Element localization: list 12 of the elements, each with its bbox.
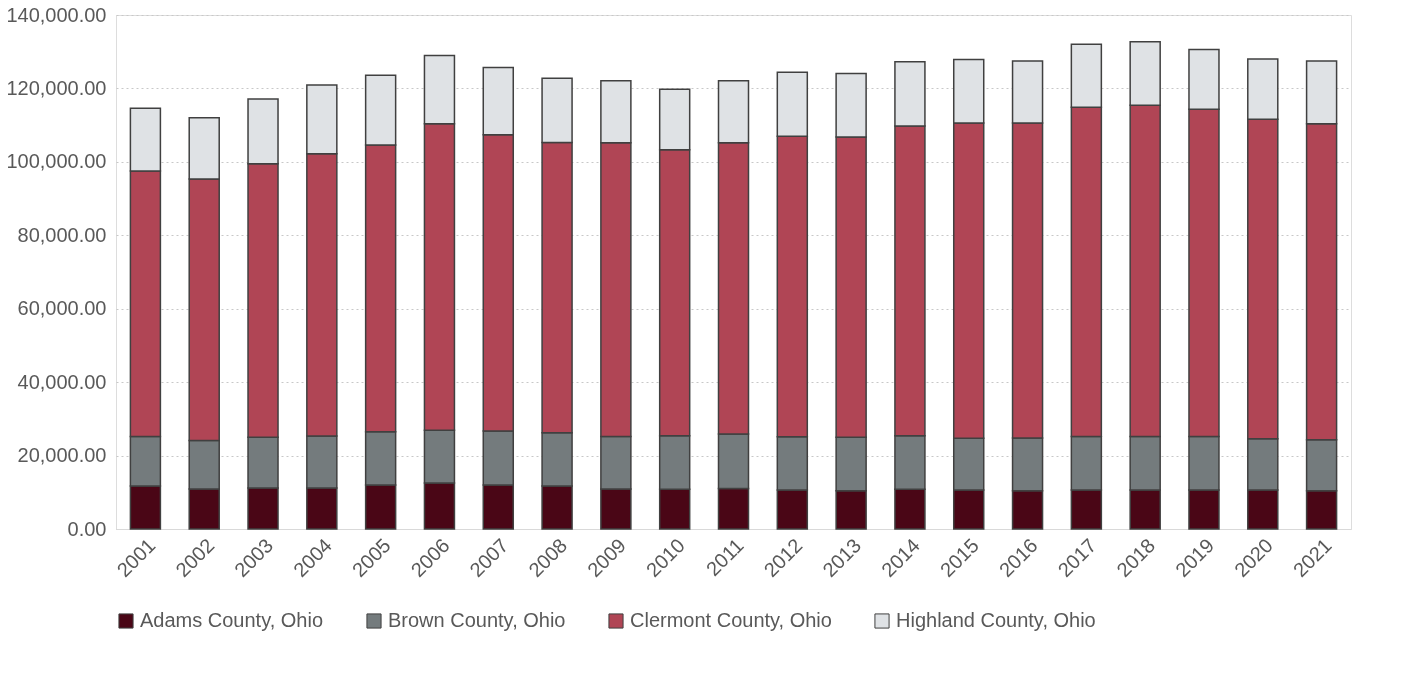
y-tick-label: 0.00	[67, 517, 107, 540]
y-tick-label: 140,000.00	[6, 3, 107, 26]
y-tick-label: 120,000.00	[6, 76, 107, 99]
y-tick-label: 80,000.00	[17, 223, 107, 246]
y-tick-label: 40,000.00	[17, 370, 107, 393]
legend-label: Adams County, Ohio	[140, 609, 324, 631]
legend-label: Highland County, Ohio	[896, 609, 1096, 631]
legend-label: Clermont County, Ohio	[630, 609, 832, 631]
y-tick-label: 60,000.00	[17, 297, 107, 320]
y-tick-label: 100,000.00	[6, 150, 107, 173]
legend-label: Brown County, Ohio	[388, 609, 566, 631]
y-tick-label: 20,000.00	[17, 444, 107, 467]
